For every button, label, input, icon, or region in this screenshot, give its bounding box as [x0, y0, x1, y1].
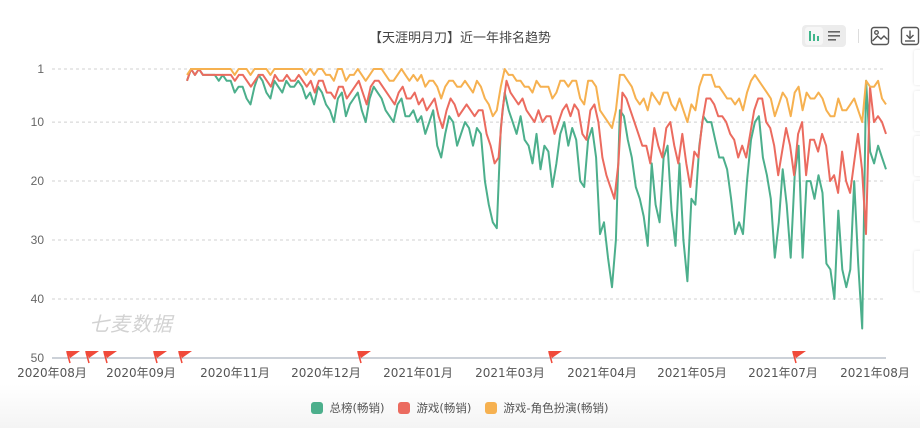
legend-swatch: [311, 402, 324, 414]
list-view-button[interactable]: [825, 27, 843, 45]
x-tick-label: 2021年05月: [657, 366, 727, 380]
x-tick-label: 2021年04月: [567, 366, 637, 380]
legend-label: 总榜(畅销): [329, 401, 385, 415]
y-tick-label: 50: [31, 351, 45, 365]
toolbar-divider: [858, 29, 859, 43]
watermark: 七麦数据: [89, 312, 173, 336]
side-card: [914, 50, 920, 85]
y-axis: 1 10 20 30 40 50: [31, 62, 886, 365]
x-tick-label: 2021年01月: [383, 366, 453, 380]
legend-item-game[interactable]: 游戏(畅销): [398, 400, 471, 416]
x-tick-label: 2021年07月: [748, 366, 818, 380]
chart-legend: 总榜(畅销) 游戏(畅销) 游戏-角色扮演(畅销): [0, 400, 920, 416]
legend-item-total[interactable]: 总榜(畅销): [311, 400, 384, 416]
x-axis: 2020年08月 2020年09月 2020年11月 2020年12月 2021年01月…: [17, 366, 910, 380]
bar-chart-icon: [809, 31, 819, 41]
download-button[interactable]: [899, 25, 920, 47]
x-tick-label: 2021年08月: [840, 366, 910, 380]
chart-view-button[interactable]: [805, 27, 823, 45]
x-tick-label: 2021年03月: [475, 366, 545, 380]
event-flag-icon[interactable]: [357, 351, 371, 364]
series-lines: [186, 68, 887, 330]
side-card: [914, 181, 920, 221]
series-line-rpg[interactable]: [186, 68, 887, 129]
download-icon: [900, 26, 920, 46]
series-line-game[interactable]: [186, 68, 887, 236]
x-tick-label: 2020年11月: [200, 366, 270, 380]
event-flag-icon[interactable]: [103, 351, 117, 364]
y-tick-label: 10: [31, 115, 45, 129]
event-flag-icon[interactable]: [66, 351, 80, 364]
y-tick-label: 20: [31, 174, 45, 188]
legend-label: 游戏(畅销): [416, 401, 472, 415]
series-line-total[interactable]: [186, 68, 887, 330]
save-image-button[interactable]: [869, 25, 891, 47]
list-icon: [828, 31, 840, 41]
event-flag-icon[interactable]: [153, 351, 167, 364]
event-flag-icon[interactable]: [548, 351, 562, 364]
event-flag-icon[interactable]: [178, 351, 192, 364]
side-card: [914, 251, 920, 291]
grid-lines: [52, 68, 886, 300]
chart-title: 【天涯明月刀】近一年排名趋势: [368, 31, 551, 46]
x-tick-label: 2020年12月: [291, 366, 361, 380]
view-toggle: [802, 25, 846, 47]
legend-swatch: [485, 402, 498, 414]
side-card: [914, 136, 920, 176]
y-tick-label: 40: [31, 292, 45, 306]
y-tick-label: 1: [37, 62, 44, 76]
x-tick-label: 2020年09月: [106, 366, 176, 380]
legend-background: [0, 384, 920, 428]
x-tick-label: 2020年08月: [17, 366, 87, 380]
side-card: [914, 91, 920, 131]
chart-toolbar: [802, 24, 920, 48]
event-flag-icon[interactable]: [792, 351, 806, 364]
event-flag-icon[interactable]: [85, 351, 99, 364]
image-icon: [870, 26, 890, 46]
legend-item-rpg[interactable]: 游戏-角色扮演(畅销): [485, 400, 609, 416]
y-tick-label: 30: [31, 233, 45, 247]
legend-label: 游戏-角色扮演(畅销): [503, 401, 609, 415]
event-flags: [66, 351, 806, 364]
legend-swatch: [398, 402, 411, 414]
